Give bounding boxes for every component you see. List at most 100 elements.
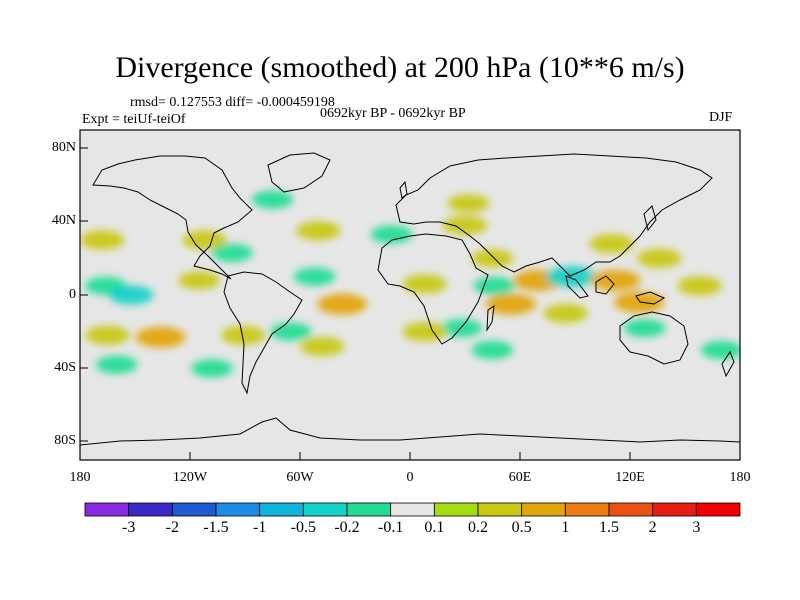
anomaly-cell-13 xyxy=(293,267,336,286)
colorbar-swatch-11 xyxy=(564,502,610,517)
axis-ticks xyxy=(79,147,741,460)
colorbar-swatch-8 xyxy=(433,502,479,517)
coastline-japan xyxy=(643,205,657,232)
anomaly-cell-36 xyxy=(700,341,740,359)
lat-label-80s: 80S xyxy=(54,433,76,448)
colorbar-label: -0.1 xyxy=(377,519,404,536)
coastline-new-zealand xyxy=(721,350,735,378)
lon-label-180e: 180 xyxy=(729,470,751,485)
anomaly-cell-9 xyxy=(191,359,233,378)
lon-label-60e: 60E xyxy=(508,470,532,485)
anomaly-cell-37 xyxy=(683,231,723,249)
anomaly-cell-26 xyxy=(471,341,514,359)
colorbar-label: -2 xyxy=(165,519,179,536)
anomaly-cell-17 xyxy=(370,225,413,244)
anomaly-cell-23 xyxy=(471,249,514,268)
colorbar-label: -1 xyxy=(252,519,267,536)
coastline-sumatra xyxy=(565,275,589,299)
coastline-borneo xyxy=(595,275,615,295)
lon-label-120e: 120E xyxy=(615,470,645,485)
coastline-new-guinea xyxy=(635,291,666,305)
anomaly-cell-5 xyxy=(95,355,138,374)
colorbar-swatch-0 xyxy=(84,502,130,517)
colorbar-label: 1 xyxy=(561,519,570,536)
coastline-madagascar xyxy=(486,304,495,332)
colorbar-label: 1.5 xyxy=(599,519,619,536)
colorbar-label: 2 xyxy=(648,519,657,536)
anomaly-cell-18 xyxy=(402,274,447,294)
lon-label-180w: 180 xyxy=(69,470,91,485)
anomaly-cell-6 xyxy=(182,230,227,250)
anomaly-cell-3 xyxy=(85,325,130,345)
lat-label-0: 0 xyxy=(69,287,76,302)
anomaly-cell-12 xyxy=(296,221,341,241)
anomaly-cell-11 xyxy=(251,190,294,209)
anomaly-cell-25 xyxy=(485,293,536,315)
map-title: Divergence (smoothed) at 200 hPa (10**6 … xyxy=(115,51,685,84)
colorbar-swatch-7 xyxy=(390,502,435,517)
anomaly-cell-0 xyxy=(80,230,125,250)
colorbar-swatch-6 xyxy=(346,502,392,517)
coastline-greenland xyxy=(267,152,331,193)
colorbar-swatch-3 xyxy=(215,502,261,517)
anomaly-cell-24 xyxy=(473,276,516,295)
coastline-eurasia xyxy=(395,153,713,277)
period-subtitle: 0692kyr BP - 0692kyr BP xyxy=(320,106,466,121)
lon-label-120w: 120W xyxy=(172,470,208,485)
anomaly-cell-31 xyxy=(614,291,665,313)
colorbar-swatch-13 xyxy=(652,502,697,517)
anomaly-cell-10 xyxy=(220,325,266,345)
anomaly-cell-34 xyxy=(623,319,666,337)
anomaly-cell-2 xyxy=(109,285,154,305)
colorbar-swatch-12 xyxy=(608,502,654,517)
colorbar-swatch-1 xyxy=(128,502,173,517)
coastline-south-america xyxy=(223,271,303,395)
anomaly-layer xyxy=(80,190,740,378)
lat-label-40s: 40S xyxy=(54,360,76,375)
lat-label-40n: 40N xyxy=(51,213,76,228)
colorbar-label: -0.2 xyxy=(334,519,360,536)
colorbar-swatch-5 xyxy=(302,502,348,517)
colorbar-swatch-2 xyxy=(171,502,217,517)
anomaly-cell-33 xyxy=(637,248,682,268)
anomaly-cell-30 xyxy=(590,269,641,291)
anomaly-cell-20 xyxy=(402,322,447,342)
colorbar xyxy=(84,502,741,517)
coastline-north-america xyxy=(92,155,253,280)
anomaly-cell-28 xyxy=(546,266,597,288)
colorbar-label: -0.5 xyxy=(290,519,316,536)
season-subtitle: DJF xyxy=(709,110,733,125)
anomaly-cell-35 xyxy=(677,276,722,296)
anomaly-cell-14 xyxy=(317,293,368,315)
coastlines xyxy=(80,152,740,446)
anomaly-cell-32 xyxy=(589,234,634,254)
coastline-australia xyxy=(619,311,689,365)
anomaly-cell-15 xyxy=(270,322,312,341)
colorbar-swatch-10 xyxy=(521,502,566,517)
lon-label-0: 0 xyxy=(406,470,414,485)
colorbar-label: -1.5 xyxy=(203,519,229,536)
anomaly-cell-29 xyxy=(543,303,589,323)
anomaly-cell-22 xyxy=(447,194,490,213)
colorbar-label: 0.1 xyxy=(424,519,445,536)
anomaly-cell-8 xyxy=(178,271,220,290)
coastline-antarctica xyxy=(80,417,740,446)
anomaly-cell-16 xyxy=(299,336,345,356)
colorbar-label: 3 xyxy=(692,519,701,536)
colorbar-label: 0.5 xyxy=(511,519,532,536)
experiment-subtitle: Expt = teiUf-teiOf xyxy=(82,112,186,127)
anomaly-cell-7 xyxy=(211,243,253,262)
coastline-africa xyxy=(377,233,489,345)
lon-label-60w: 60W xyxy=(286,470,314,485)
stats-subtitle: rmsd= 0.127553 diff= -0.000459198 xyxy=(130,95,335,110)
anomaly-cell-4 xyxy=(135,326,186,348)
lat-label-80n: 80N xyxy=(51,140,76,155)
colorbar-label: -3 xyxy=(121,519,136,536)
colorbar-swatch-4 xyxy=(259,502,304,517)
coastline-uk xyxy=(399,180,408,199)
colorbar-swatch-9 xyxy=(477,502,523,517)
anomaly-cell-21 xyxy=(442,215,488,235)
colorbar-label: 0.2 xyxy=(468,519,488,536)
colorbar-swatch-14 xyxy=(695,502,741,517)
